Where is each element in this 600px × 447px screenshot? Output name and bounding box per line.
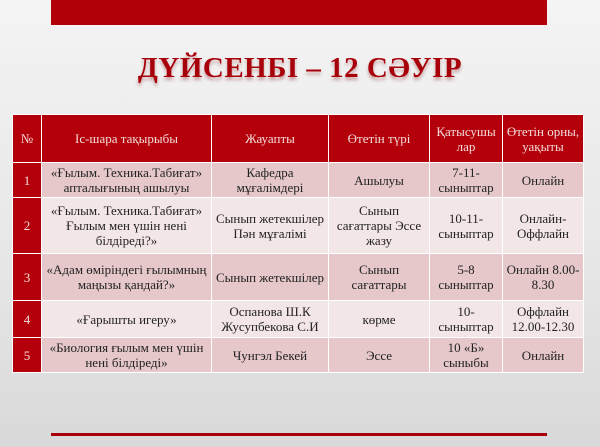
cell-place-time: Онлайн 8.00-8.30 [502,253,584,301]
table-row: 4 «Ғарышты игеру» Оспанова Ш.К Жусупбекова… [12,300,584,338]
bottom-divider [51,433,547,436]
header-format: Өтетін түрі [328,114,430,163]
cell-participants: 10- сыныптар [429,300,503,338]
table-header-row: № Іс-шара тақырыбы Жауапты Өтетін түрі Қ… [12,114,584,163]
cell-event-topic: «Ғылым. Техника.Табиғат» Ғылым мен үшін … [41,197,212,254]
table-row: 3 «Адам өміріндегі ғылымның маңызы қандай… [12,253,584,301]
header-place-time: Өтетін орны, уақыты [502,114,584,163]
schedule-table: № Іс-шара тақырыбы Жауапты Өтетін түрі Қ… [12,114,584,373]
cell-responsible: Оспанова Ш.К Жусупбекова С.И [211,300,329,338]
cell-responsible: Сынып жетекшілер [211,253,329,301]
cell-participants: 5-8 сыныптар [429,253,503,301]
cell-event-topic: «Ғылым. Техника.Табиғат» апталығының ашы… [41,162,212,198]
cell-row-number: 4 [12,300,42,338]
header-responsible: Жауапты [211,114,329,163]
cell-responsible: Сынып жетекшілер Пән мұғалімі [211,197,329,254]
cell-event-topic: «Ғарышты игеру» [41,300,212,338]
cell-place-time: Онлайн [502,337,584,373]
cell-participants: 10-11- сыныптар [429,197,503,254]
cell-place-time: Онлайн [502,162,584,198]
cell-row-number: 3 [12,253,42,301]
cell-responsible: Кафедра мұғалімдері [211,162,329,198]
header-event-topic: Іс-шара тақырыбы [41,114,212,163]
cell-event-topic: «Адам өміріндегі ғылымның маңызы қандай?… [41,253,212,301]
cell-row-number: 2 [12,197,42,254]
table-row: 2 «Ғылым. Техника.Табиғат» Ғылым мен үшін… [12,197,584,254]
header-participants: Қатысушы лар [429,114,503,163]
cell-event-topic: «Биология ғылым мен үшін нені білдіреді» [41,337,212,373]
cell-participants: 10 «Б» сыныбы [429,337,503,373]
header-number: № [12,114,42,163]
cell-format: Сынып сағаттары Эссе жазу [328,197,430,254]
cell-responsible: Чунгэл Бекей [211,337,329,373]
cell-format: Сынып сағаттары [328,253,430,301]
table-row: 5 «Биология ғылым мен үшін нені білдіреді… [12,337,584,373]
cell-place-time: Оффлайн 12.00-12.30 [502,300,584,338]
cell-row-number: 5 [12,337,42,373]
cell-format: Ашылуы [328,162,430,198]
top-decorative-bar [51,0,547,25]
cell-place-time: Онлайн- Оффлайн [502,197,584,254]
slide-title: ДҮЙСЕНБІ – 12 СӘУІР [137,52,463,84]
cell-participants: 7-11- сыныптар [429,162,503,198]
cell-format: Эссе [328,337,430,373]
cell-format: көрме [328,300,430,338]
cell-row-number: 1 [12,162,42,198]
table-row: 1 «Ғылым. Техника.Табиғат» апталығының аш… [12,162,584,198]
